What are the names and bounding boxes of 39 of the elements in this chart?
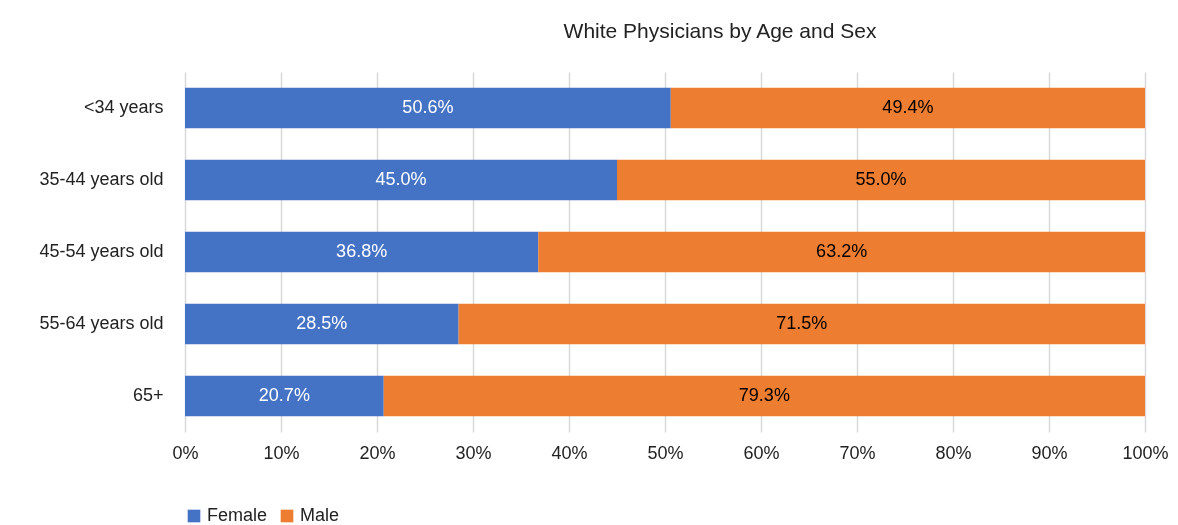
y-tick-label: 55-64 years old: [39, 313, 164, 333]
x-tick-label: 20%: [359, 442, 396, 463]
x-tick-label: 40%: [551, 442, 588, 463]
data-label: 20.7%: [258, 385, 310, 405]
bar: [185, 231, 539, 273]
data-label: 79.3%: [738, 385, 790, 405]
chart-title: White Physicians by Age and Sex: [563, 19, 877, 42]
y-tick-label: 35-44 years old: [39, 169, 164, 189]
x-tick-label: 30%: [455, 442, 492, 463]
bar: [617, 159, 1145, 201]
data-label: 36.8%: [336, 241, 388, 261]
x-tick-label: 100%: [1122, 442, 1169, 463]
bar: [670, 87, 1145, 129]
data-label: 55.0%: [855, 169, 907, 189]
data-label: 71.5%: [776, 313, 828, 333]
bar: [185, 87, 671, 129]
bar: [185, 375, 384, 417]
data-label: 63.2%: [816, 241, 868, 261]
bar: [185, 159, 617, 201]
data-label: 50.6%: [402, 97, 454, 117]
x-tick-label: 60%: [743, 442, 780, 463]
y-tick-label: <34 years: [83, 97, 164, 117]
x-tick-label: 10%: [263, 442, 300, 463]
x-tick-label: 70%: [839, 442, 876, 463]
x-tick-label: 80%: [935, 442, 972, 463]
data-label: 45.0%: [375, 169, 427, 189]
x-tick-label: 0%: [172, 442, 199, 463]
legend-label: Female: [207, 505, 268, 525]
y-tick-label: 65+: [132, 385, 164, 405]
data-label: 49.4%: [882, 97, 934, 117]
x-tick-label: 90%: [1031, 442, 1068, 463]
legend-label: Male: [300, 505, 340, 525]
data-label: 28.5%: [296, 313, 348, 333]
y-tick-label: 45-54 years old: [39, 241, 164, 261]
x-tick-label: 50%: [647, 442, 684, 463]
bar: [185, 303, 459, 345]
bar: [458, 303, 1145, 345]
bar: [383, 375, 1145, 417]
bar: [538, 231, 1145, 273]
